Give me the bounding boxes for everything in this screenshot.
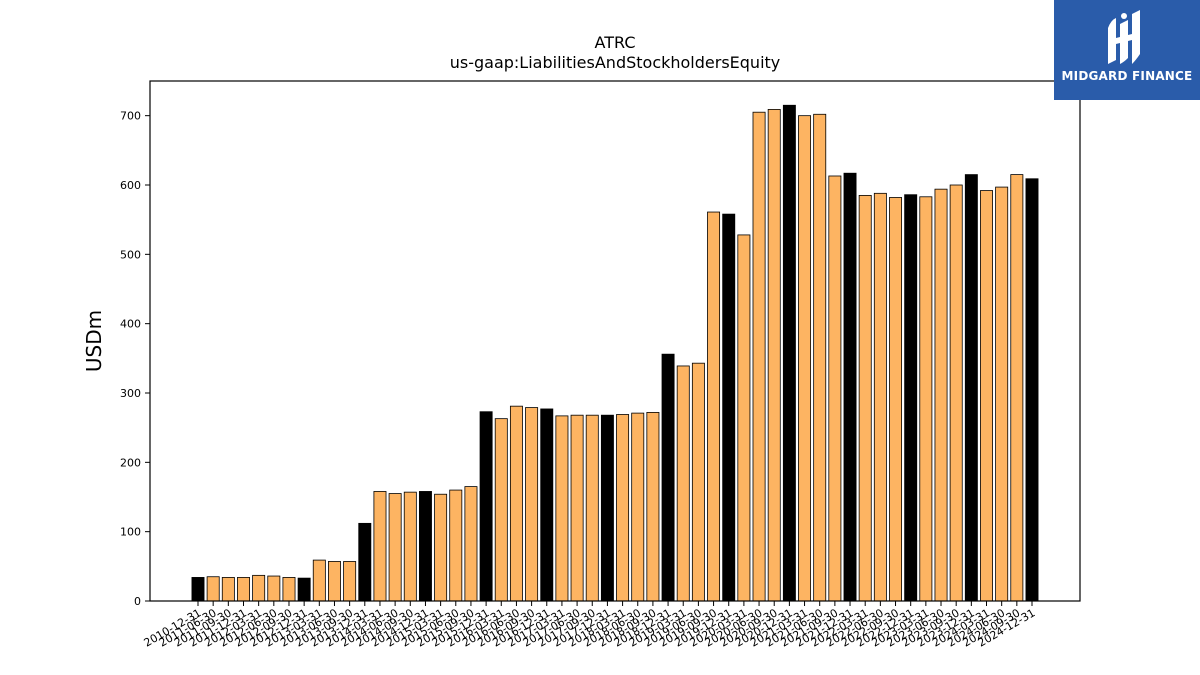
bar [798,115,812,602]
bar [525,407,539,602]
midgard-logo-icon [1108,10,1140,64]
bar [828,175,842,602]
bar [570,414,584,602]
bar [388,493,402,602]
bar [312,559,326,602]
bar [707,211,721,602]
bar [540,408,554,602]
bar [600,414,614,602]
bar [737,234,751,602]
bar [934,188,948,602]
bar [343,561,357,602]
bar [509,405,523,602]
bar [206,576,220,602]
bar [282,577,296,602]
bar [919,196,933,602]
bar [631,412,645,602]
bar [646,412,660,602]
y-tick-label: 400 [120,318,141,331]
y-tick-label: 600 [120,179,141,192]
chart-subtitle: us-gaap:LiabilitiesAndStockholdersEquity [450,53,781,72]
y-tick-label: 200 [120,456,141,469]
y-tick-label: 500 [120,248,141,261]
y-tick-label: 0 [134,595,141,608]
bar [858,194,872,602]
bar [843,172,857,602]
bar [980,190,993,602]
bar [691,362,705,602]
bar [221,577,235,602]
y-tick-label: 700 [120,110,141,123]
bar [1010,174,1024,602]
bar [237,577,250,602]
y-axis-label: USDm [82,310,106,372]
bar [1025,178,1039,602]
bar [418,491,432,602]
chart-title: ATRC [595,33,636,52]
bar [494,418,508,602]
y-tick-label: 300 [120,387,141,400]
y-tick-label: 100 [120,526,141,539]
brand-logo: MIDGARD FINANCE [1054,0,1200,100]
bar [585,414,599,602]
bar [403,491,417,602]
bar [297,577,311,602]
bar [449,489,463,602]
bar [767,109,781,602]
bar [464,486,478,602]
bar [995,186,1009,602]
bar [661,353,675,602]
bar [328,561,341,602]
bar [191,577,205,602]
bar [813,113,827,602]
brand-name: MIDGARD FINANCE [1061,69,1193,83]
bar [434,493,448,602]
bar [889,197,902,602]
bar [904,194,918,602]
bar [782,104,796,602]
bar [555,415,569,602]
bar [752,111,766,602]
bar [479,411,493,602]
bar [358,522,372,602]
bar [873,192,887,602]
bar [676,365,690,602]
bar [267,575,281,602]
bar [964,174,978,602]
bar [252,574,266,602]
bar [616,414,630,602]
bar [949,184,963,602]
bar [373,491,387,602]
bar [722,213,736,602]
plot-frame [149,80,1081,602]
